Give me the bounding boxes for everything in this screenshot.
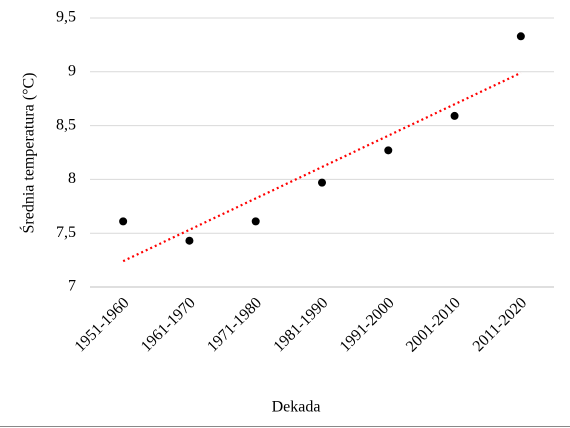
point — [318, 178, 326, 187]
x-axis-title: Dekada — [272, 399, 321, 416]
point — [251, 217, 260, 226]
y-tick-label: 7,5 — [56, 224, 76, 241]
point — [119, 217, 128, 226]
y-tick-label: 9,5 — [56, 9, 76, 26]
trendline — [122, 71, 522, 263]
y-tick-label: 7 — [68, 278, 76, 295]
point — [384, 146, 393, 155]
y-tick-label: 8 — [68, 170, 76, 187]
point — [516, 32, 525, 41]
point — [450, 111, 459, 120]
y-tick-label: 8,5 — [56, 116, 76, 133]
y-axis-title: Średnia temperatura (°C) — [19, 73, 38, 234]
y-tick-label: 9 — [68, 62, 76, 79]
point — [185, 236, 194, 245]
